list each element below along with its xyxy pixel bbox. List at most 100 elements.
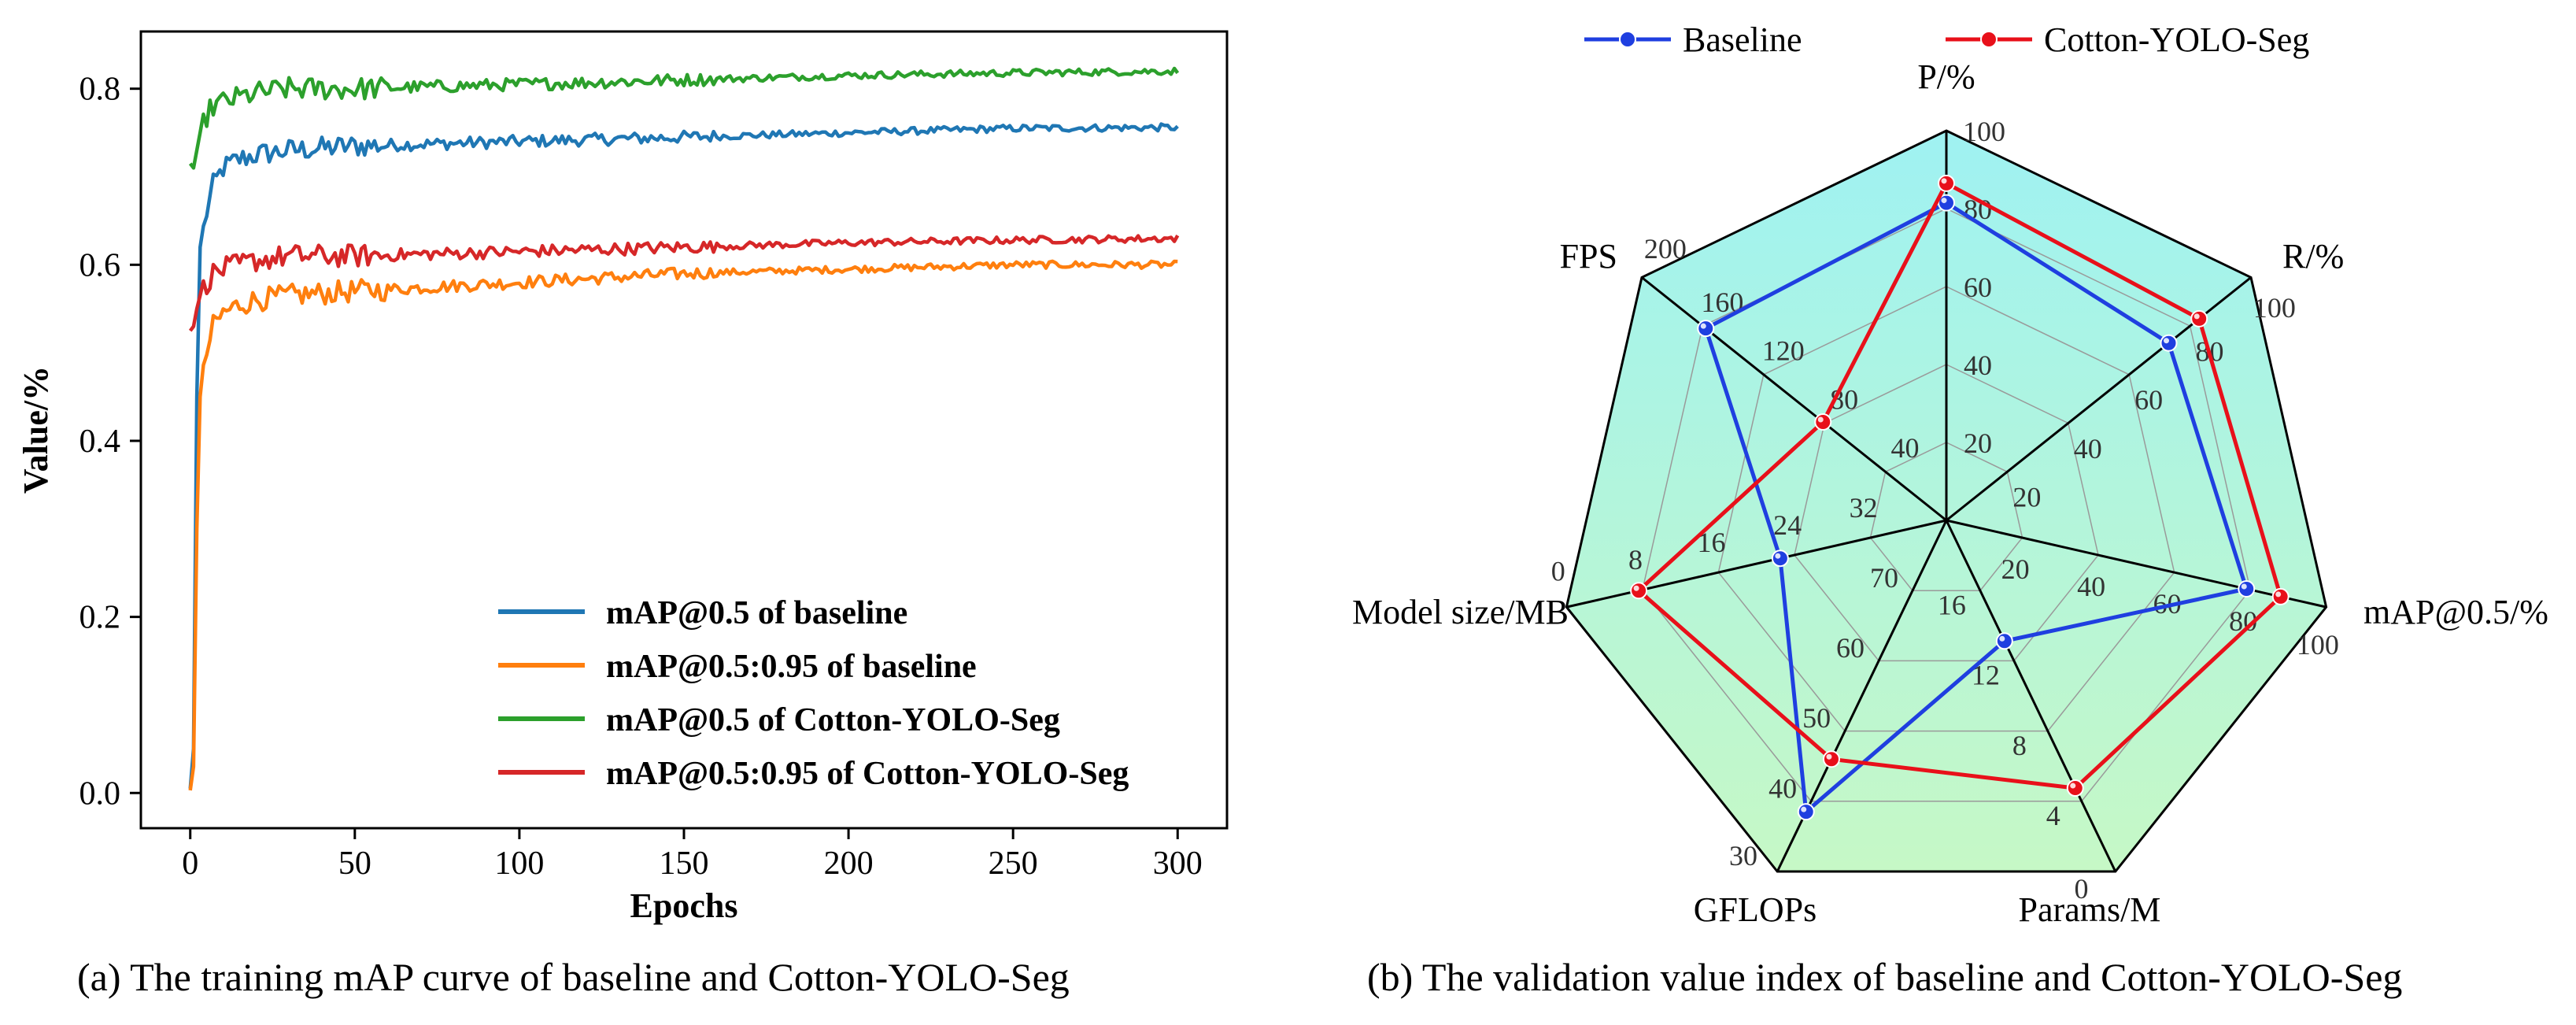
radar-point-highlight (1817, 416, 1824, 423)
radar-point-1 (1938, 174, 1955, 192)
radar-tick-label: 20 (1964, 427, 1992, 459)
radar-spoke (1946, 519, 2327, 609)
radar-axis-label-1: R/% (2282, 237, 2344, 276)
radar-axis-end-label: 200 (1644, 233, 1687, 265)
radar-tick-label: 40 (1964, 350, 1992, 381)
radar-series-line-1 (1636, 181, 2283, 790)
radar-point-highlight (1826, 753, 1832, 760)
radar-point-highlight (1633, 585, 1639, 591)
radar-series-group (1630, 174, 2290, 821)
radar-point-1 (2271, 587, 2290, 605)
radar-tick-label: 16 (1938, 590, 1966, 621)
radar-axis-end-label: 100 (2253, 292, 2296, 324)
radar-tick-label: 40 (2074, 433, 2102, 464)
x-axis-label: Epochs (630, 886, 738, 925)
legend: mAP@0.5 of baseline mAP@0.5:0.95 of basel… (498, 595, 1129, 792)
radar-chart: 2040608010020406080100204060801001612840… (1352, 20, 2548, 929)
series-line-0 (188, 122, 1179, 789)
radar-spoke (1641, 276, 1947, 522)
radar-legend-entry-1: Cotton-YOLO-Seg (2044, 20, 2309, 59)
radar-point-0 (2238, 580, 2256, 598)
radar-point-highlight (1700, 323, 1706, 329)
radar-axis-end-label: 100 (2297, 629, 2339, 661)
radar-point-1 (2190, 309, 2208, 327)
x-tick-label: 50 (338, 846, 371, 882)
x-tick-label: 200 (824, 846, 874, 882)
radar-axis-label-0: P/% (1917, 57, 1975, 96)
radar-spoke (1945, 520, 2117, 872)
radar-grid-ring (1869, 442, 2023, 591)
radar-legend: Baseline Cotton-YOLO-Seg (1584, 20, 2309, 59)
radar-point-0 (1797, 803, 1815, 821)
radar-point-highlight (1941, 178, 1947, 184)
radar-tick-label: 8 (1628, 544, 1643, 575)
radar-grid-ring (1717, 286, 2175, 732)
series-line-2 (188, 66, 1180, 170)
radar-tick-label: 120 (1762, 335, 1805, 367)
x-tick-label: 150 (660, 846, 709, 882)
radar-point-0 (2160, 334, 2178, 352)
training-map-chart: 0 50 100 150 200 250 300 0.0 0.2 0.4 0.6 0.8 Epochs… (17, 30, 1229, 925)
radar-legend-entry-0: Baseline (1683, 20, 1802, 59)
radar-point-highlight (2193, 313, 2200, 320)
series-line-1 (188, 259, 1178, 791)
radar-point-highlight (2070, 783, 2076, 789)
radar-tick-label: 50 (1802, 702, 1831, 734)
caption-b: (b) The validation value index of baseli… (1367, 955, 2403, 999)
radar-axis-label-6: FPS (1560, 237, 1617, 276)
radar-point-highlight (1801, 806, 1807, 812)
legend-entry-2: mAP@0.5 of Cotton-YOLO-Seg (606, 702, 1060, 738)
radar-axis-end-label: 0 (1551, 555, 1565, 587)
radar-grid-ring (1642, 208, 2251, 802)
y-tick-label: 0.4 (79, 424, 121, 460)
radar-point-highlight (1775, 553, 1781, 559)
radar-axis-label-2: mAP@0.5/% (2363, 593, 2548, 631)
radar-point-0 (1771, 550, 1789, 568)
x-tick-label: 100 (494, 846, 544, 882)
radar-axis-label-5: Model size/MB (1352, 593, 1569, 631)
radar-point-highlight (2241, 583, 2247, 590)
radar-axis-end-label: 30 (1729, 840, 1757, 871)
x-tick-label: 250 (989, 846, 1038, 882)
series-line-3 (188, 234, 1180, 332)
x-tick-label: 0 (182, 846, 198, 882)
radar-axis-label-3: Params/M (2019, 890, 2161, 929)
radar-point-highlight (1999, 635, 2005, 642)
y-tick-label: 0.8 (79, 72, 121, 108)
legend-entry-3: mAP@0.5:0.95 of Cotton-YOLO-Seg (606, 756, 1129, 792)
radar-point-highlight (1941, 198, 1947, 204)
radar-point-highlight (2275, 591, 2282, 598)
radar-tick-label: 4 (2046, 800, 2060, 831)
y-axis-label: Value/% (17, 366, 55, 494)
radar-tick-label: 70 (1870, 562, 1898, 594)
legend-entry-0: mAP@0.5 of baseline (606, 595, 907, 631)
radar-axis-end-label: 100 (1963, 116, 2005, 147)
radar-tick-label: 60 (1964, 272, 1992, 303)
radar-grid-ring (1794, 364, 2099, 662)
radar-tick-label: 8 (2012, 730, 2027, 761)
radar-tick-label: 60 (1836, 632, 1865, 664)
radar-series-line-0 (1703, 201, 2249, 814)
radar-tick-label: 60 (2134, 384, 2163, 416)
caption-a: (a) The training mAP curve of baseline a… (77, 955, 1070, 999)
radar-tick-label: 40 (1891, 432, 1920, 464)
x-tick-label: 300 (1153, 846, 1203, 882)
radar-point-1 (1630, 582, 1648, 600)
radar-legend-marker-0 (1619, 31, 1636, 48)
legend-entry-1: mAP@0.5:0.95 of baseline (606, 649, 977, 685)
radar-tick-label: 40 (1768, 772, 1797, 804)
radar-legend-marker-1 (1980, 31, 1998, 48)
radar-point-0 (1697, 320, 1715, 338)
y-tick-label: 0.2 (79, 600, 121, 636)
radar-point-1 (1814, 413, 1832, 431)
radar-point-1 (2066, 779, 2084, 797)
y-tick-label: 0.6 (79, 247, 121, 283)
radar-tick-label: 32 (1850, 492, 1878, 524)
line-series-group (188, 66, 1180, 791)
radar-point-1 (1822, 750, 1840, 768)
radar-spoke (1566, 519, 1947, 609)
radar-axis-label-4: GFLOPs (1694, 890, 1817, 929)
y-tick-label: 0.0 (79, 775, 121, 812)
radar-tick-label: 20 (2012, 482, 2041, 513)
radar-tick-label: 20 (2001, 553, 2030, 585)
